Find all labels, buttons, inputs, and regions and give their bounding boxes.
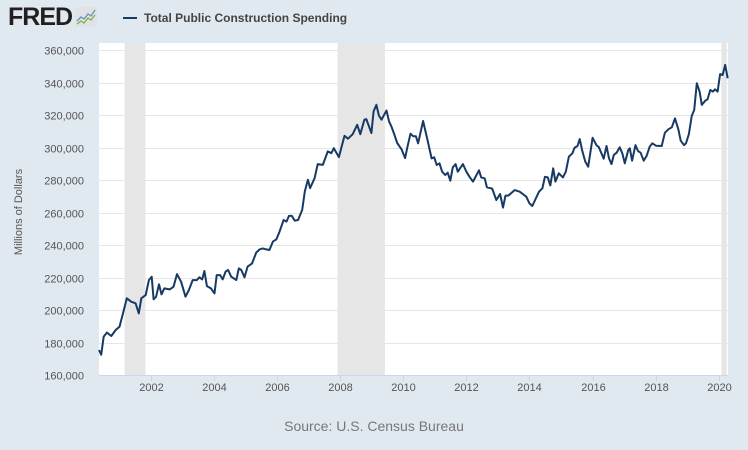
legend-label: Total Public Construction Spending <box>144 11 348 25</box>
x-tick-label: 2014 <box>517 382 541 394</box>
x-tick-label: 2004 <box>202 382 226 394</box>
fred-logo[interactable]: FRED <box>8 2 98 31</box>
x-tick-label: 2002 <box>139 382 163 394</box>
x-tick-label: 2016 <box>581 382 605 394</box>
recession-band <box>124 43 146 375</box>
y-tick-label: 200,000 <box>44 306 84 318</box>
y-tick-label: 320,000 <box>44 111 84 123</box>
y-tick-label: 340,000 <box>44 79 84 91</box>
series-line-total-public-construction-spending <box>98 63 729 356</box>
chart-legend: Total Public Construction Spending <box>123 11 347 25</box>
x-tick-label: 2008 <box>328 382 352 394</box>
x-tick-label: 2010 <box>391 382 415 394</box>
y-tick-label: 160,000 <box>44 371 84 383</box>
recession-band <box>337 43 385 375</box>
y-tick-label: 280,000 <box>44 176 84 188</box>
y-tick-label: 360,000 <box>44 46 84 58</box>
y-axis-title: Millions of Dollars <box>13 168 25 255</box>
y-tick-label: 240,000 <box>44 241 84 253</box>
source-note: Source: U.S. Census Bureau <box>284 418 464 434</box>
y-tick-label: 220,000 <box>44 274 84 286</box>
y-tick-label: 260,000 <box>44 209 84 221</box>
recession-band <box>721 43 727 375</box>
y-tick-label: 300,000 <box>44 144 84 156</box>
legend-swatch <box>123 17 137 19</box>
x-tick-label: 2006 <box>265 382 289 394</box>
chart-logo-icon <box>75 7 98 27</box>
fred-logo-text: FRED <box>8 2 73 31</box>
x-tick-label: 2018 <box>644 382 668 394</box>
plot-background <box>99 43 728 375</box>
y-tick-label: 180,000 <box>44 339 84 351</box>
x-tick-label: 2020 <box>707 382 731 394</box>
x-tick-label: 2012 <box>454 382 478 394</box>
